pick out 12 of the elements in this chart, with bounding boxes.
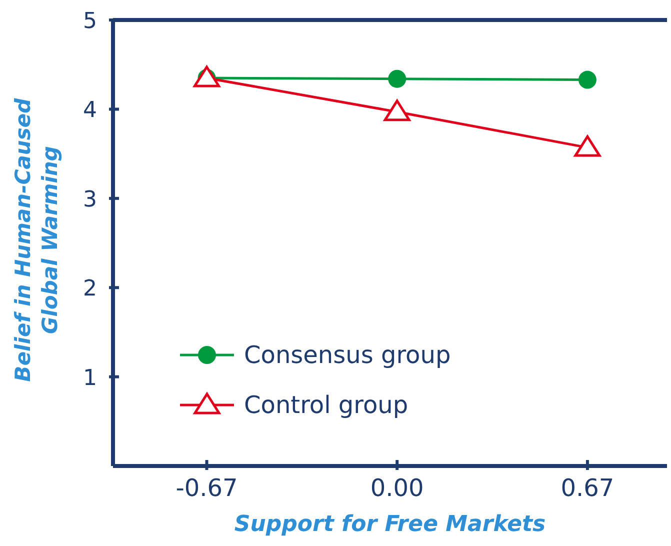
y-tick-label: 3: [83, 187, 97, 212]
x-tick-label: 0.67: [560, 474, 614, 502]
y-tick-label: 5: [83, 9, 97, 34]
legend-label: Consensus group: [244, 341, 451, 369]
y-tick-label: 4: [83, 98, 97, 124]
legend-label: Control group: [244, 391, 408, 419]
x-tick-label: -0.67: [176, 474, 238, 502]
x-axis-title: Support for Free Markets: [233, 512, 547, 537]
y-axis-title: Belief in Human-Caused Global Warming: [10, 97, 63, 384]
y-tick-label: 2: [83, 276, 97, 302]
y-tick-label: 1: [83, 366, 97, 391]
x-tick-label: 0.00: [370, 474, 424, 502]
